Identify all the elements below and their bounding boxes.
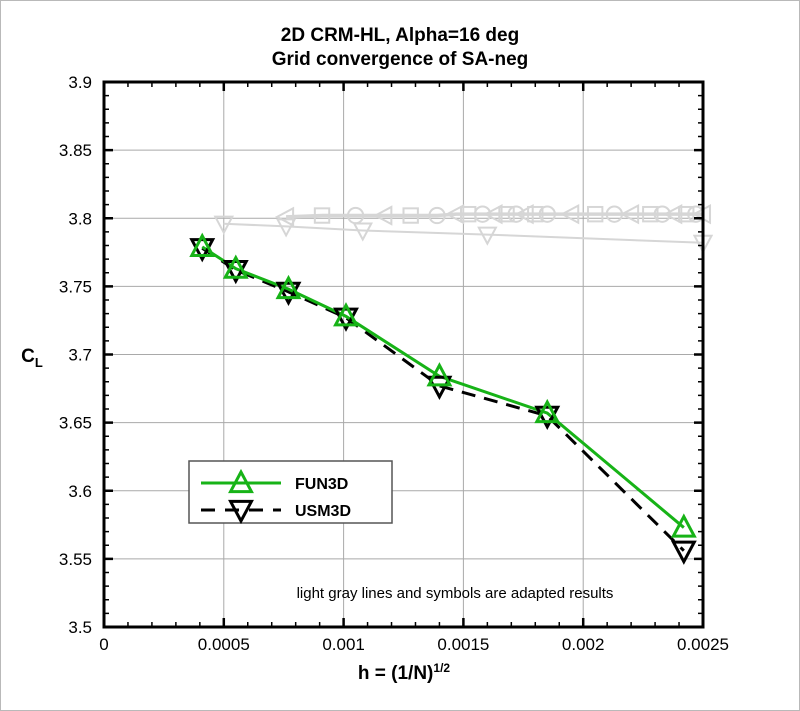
adapted-results-group (213, 203, 714, 254)
x-tick-label: 0.0005 (198, 635, 250, 654)
chart-title-line1: 2D CRM-HL, Alpha=16 deg (281, 25, 519, 46)
chart-title-line2: Grid convergence of SA-neg (272, 49, 529, 70)
y-axis-title-text: C (21, 346, 35, 367)
y-tick-label: 3.5 (68, 618, 92, 637)
x-tick-label: 0.001 (322, 635, 365, 654)
chart-title: 2D CRM-HL, Alpha=16 deg Grid convergence… (272, 25, 529, 70)
y-tick-label: 3.75 (59, 277, 92, 296)
y-tick-label: 3.8 (68, 209, 92, 228)
x-axis-title-exponent: 1/2 (433, 661, 450, 675)
svg-text:h = (1/N)1/2: h = (1/N)1/2 (358, 661, 450, 684)
legend-label-fun3d: FUN3D (295, 476, 348, 493)
data-series-group (189, 232, 697, 565)
x-axis-title-text: h = (1/N) (358, 663, 433, 684)
svg-text:CL: CL (21, 346, 43, 370)
x-tick-label: 0.002 (562, 635, 605, 654)
adapted-results-note: light gray lines and symbols are adapted… (297, 585, 614, 602)
y-tick-label: 3.65 (59, 414, 92, 433)
legend: FUN3D USM3D (188, 460, 393, 525)
y-tick-label: 3.9 (68, 73, 92, 92)
y-axis-title-subscript: L (35, 355, 43, 370)
legend-marker-fun3d (228, 468, 254, 494)
y-tick-label: 3.6 (68, 482, 92, 501)
axis-frame (102, 80, 705, 629)
x-tick-label: 0.0025 (677, 635, 729, 654)
x-axis-title: h = (1/N)1/2 (358, 661, 450, 684)
x-tick-label: 0 (99, 635, 108, 654)
y-tick-label: 3.55 (59, 550, 92, 569)
y-tick-label: 3.85 (59, 141, 92, 160)
y-axis-title: CL (21, 346, 43, 370)
tick-labels: 0 0.0005 0.001 0.0015 0.002 0.0025 3.5 3.55 3.6 3… (59, 73, 729, 654)
x-tick-label: 0.0015 (437, 635, 489, 654)
legend-marker-usm3d (228, 499, 254, 525)
y-tick-label: 3.7 (68, 346, 92, 365)
legend-label-usm3d: USM3D (295, 503, 351, 520)
